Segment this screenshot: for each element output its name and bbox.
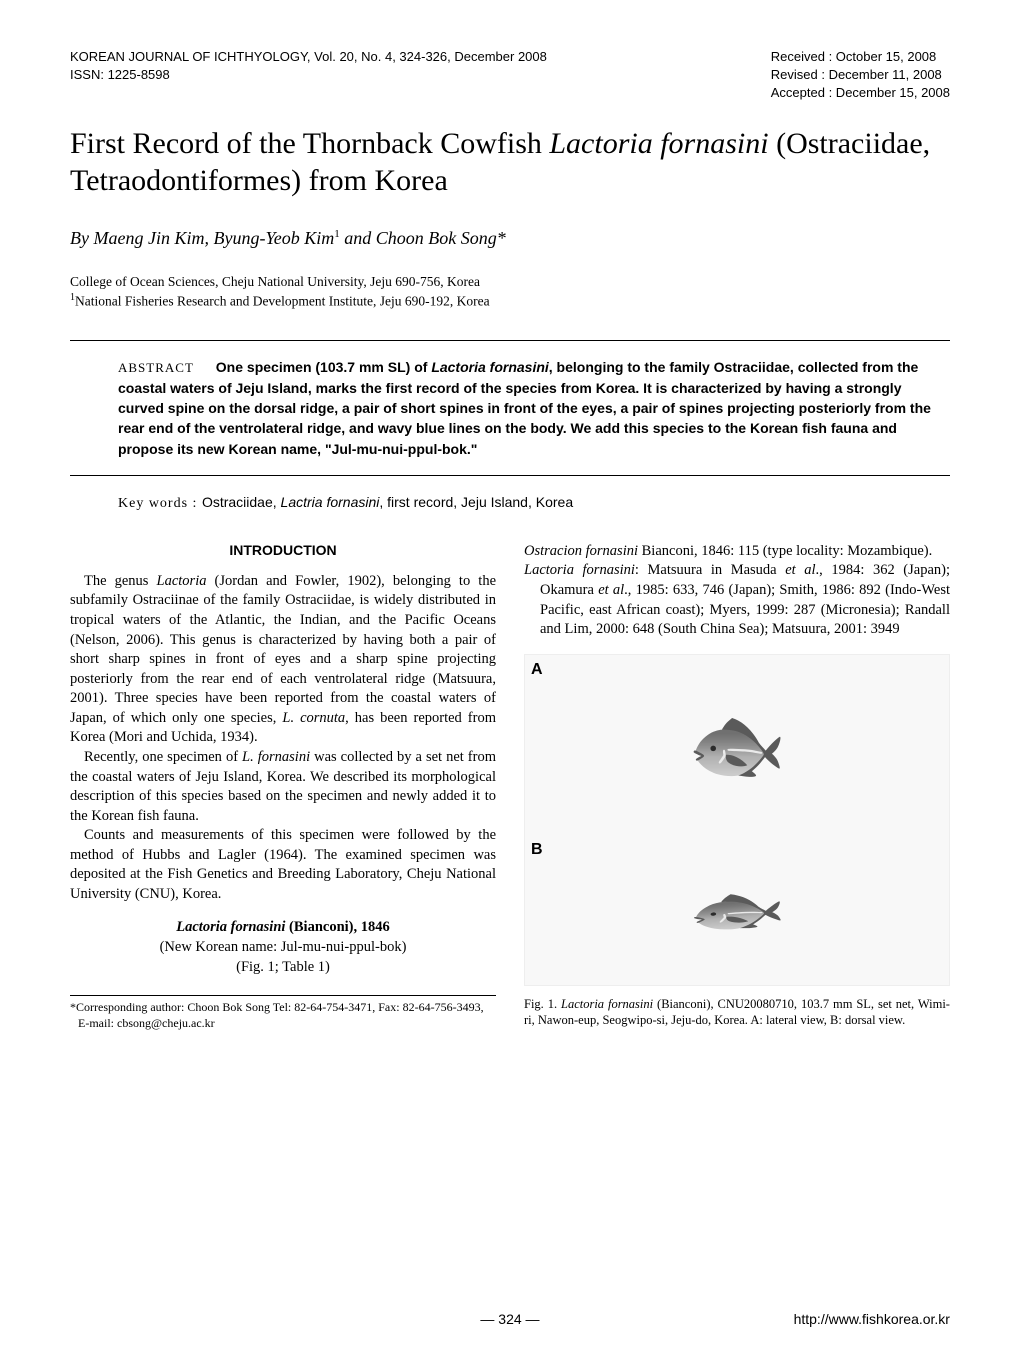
fish-lateral-icon: 🐟 — [687, 698, 787, 792]
page-footer: — 324 — http://www.fishkorea.or.kr — [70, 1311, 950, 1327]
footer-url: http://www.fishkorea.or.kr — [657, 1311, 950, 1327]
fig-cap-pre: Fig. 1. — [524, 997, 561, 1011]
species-ref: (Fig. 1; Table 1) — [70, 958, 496, 978]
title-pre: First Record of the Thornback Cowfish — [70, 127, 549, 160]
authors-by: By Maeng Jin Kim, Byung-Yeob Kim — [70, 228, 334, 248]
affiliation-1: College of Ocean Sciences, Cheju Nationa… — [70, 273, 950, 292]
affiliation-2-text: National Fisheries Research and Developm… — [75, 294, 490, 309]
corresponding-author-footnote: *Corresponding author: Choon Bok Song Te… — [70, 1000, 496, 1031]
intro-p1: The genus Lactoria (Jordan and Fowler, 1… — [70, 572, 496, 748]
synonymy-entry-2: Lactoria fornasini: Matsuura in Masuda e… — [524, 561, 950, 639]
syn2-etal2: et al — [598, 582, 624, 598]
fig-cap-species: Lactoria fornasini — [561, 997, 653, 1011]
syn1-text: Bianconi, 1846: 115 (type locality: Moza… — [638, 543, 932, 559]
figure-1-panel-b: B 🐟 — [525, 835, 949, 985]
issn-line: ISSN: 1225-8598 — [70, 66, 547, 84]
affiliations: College of Ocean Sciences, Cheju Nationa… — [70, 273, 950, 312]
intro-p1-species2: L. cornuta — [282, 710, 345, 726]
species-name-line: Lactoria fornasini (Bianconi), 1846 — [70, 918, 496, 938]
footnote-rule — [70, 995, 496, 996]
revised-date: Revised : December 11, 2008 — [771, 66, 950, 84]
species-korean-name: (New Korean name: Jul-mu-nui-ppul-bok) — [70, 938, 496, 958]
authors: By Maeng Jin Kim, Byung-Yeob Kim1 and Ch… — [70, 228, 950, 249]
intro-p1b: (Jordan and Fowler, 1902), belonging to … — [70, 573, 496, 726]
figure-1-panel-a: A 🐟 — [525, 655, 949, 835]
figure-1-label-a: A — [531, 661, 543, 679]
body-columns: INTRODUCTION The genus Lactoria (Jordan … — [70, 542, 950, 1031]
figure-1-image: A 🐟 B 🐟 — [524, 654, 950, 986]
authors-tail: and Choon Bok Song* — [340, 228, 506, 248]
syn2-species: Lactoria fornasini — [524, 562, 635, 578]
keywords-species: Lactria fornasini — [281, 494, 380, 510]
figure-1-caption: Fig. 1. Lactoria fornasini (Bianconi), C… — [524, 996, 950, 1029]
dates-meta: Received : October 15, 2008 Revised : De… — [771, 48, 950, 103]
left-column: INTRODUCTION The genus Lactoria (Jordan … — [70, 542, 496, 1031]
abstract-label: ABSTRACT — [118, 360, 194, 375]
keywords-t2: , first record, Jeju Island, Korea — [379, 494, 573, 510]
affiliation-2: 1National Fisheries Research and Develop… — [70, 291, 950, 311]
fish-dorsal-icon: 🐟 — [685, 877, 789, 942]
synonymy-list: Ostracion fornasini Bianconi, 1846: 115 … — [524, 542, 950, 640]
figure-1-label-b: B — [531, 841, 543, 859]
abstract: ABSTRACT One specimen (103.7 mm SL) of L… — [70, 340, 950, 476]
received-date: Received : October 15, 2008 — [771, 48, 950, 66]
keywords: Key words : Ostraciidae, Lactria fornasi… — [70, 494, 950, 512]
intro-p2: Recently, one specimen of L. fornasini w… — [70, 748, 496, 826]
intro-p1a: The genus — [84, 573, 157, 589]
accepted-date: Accepted : December 15, 2008 — [771, 84, 950, 102]
intro-p2a: Recently, one specimen of — [84, 749, 242, 765]
species-main: Lactoria fornasini — [176, 919, 285, 935]
species-auth: (Bianconi), 1846 — [285, 919, 389, 935]
syn2-t1: : Matsuura in Masuda — [635, 562, 785, 578]
abstract-text: One specimen (103.7 mm SL) of Lactoria f… — [118, 359, 931, 457]
intro-p2-species: L. fornasini — [242, 749, 310, 765]
journal-line: KOREAN JOURNAL OF ICHTHYOLOGY, Vol. 20, … — [70, 48, 547, 66]
figure-1: A 🐟 B 🐟 Fig. 1. Lactoria fornasini (Bian… — [524, 654, 950, 1029]
abstract-species: Lactoria fornasini — [431, 359, 548, 375]
synonymy-entry-1: Ostracion fornasini Bianconi, 1846: 115 … — [524, 542, 950, 562]
syn2-etal1: et al — [785, 562, 815, 578]
journal-meta: KOREAN JOURNAL OF ICHTHYOLOGY, Vol. 20, … — [70, 48, 547, 84]
keywords-t1: Ostraciidae, — [202, 494, 281, 510]
abstract-t1: One specimen (103.7 mm SL) of — [216, 359, 432, 375]
intro-p3: Counts and measurements of this specimen… — [70, 826, 496, 904]
page-header: KOREAN JOURNAL OF ICHTHYOLOGY, Vol. 20, … — [70, 48, 950, 103]
article-title: First Record of the Thornback Cowfish La… — [70, 125, 950, 200]
species-account-heading: Lactoria fornasini (Bianconi), 1846 (New… — [70, 918, 496, 977]
page-number: — 324 — — [363, 1311, 656, 1327]
introduction-body: The genus Lactoria (Jordan and Fowler, 1… — [70, 572, 496, 905]
right-column: Ostracion fornasini Bianconi, 1846: 115 … — [524, 542, 950, 1031]
intro-p1-species1: Lactoria — [157, 573, 207, 589]
introduction-heading: INTRODUCTION — [70, 542, 496, 558]
title-species: Lactoria fornasini — [549, 127, 768, 160]
keywords-label: Key words : — [118, 496, 202, 511]
syn1-species: Ostracion fornasini — [524, 543, 638, 559]
